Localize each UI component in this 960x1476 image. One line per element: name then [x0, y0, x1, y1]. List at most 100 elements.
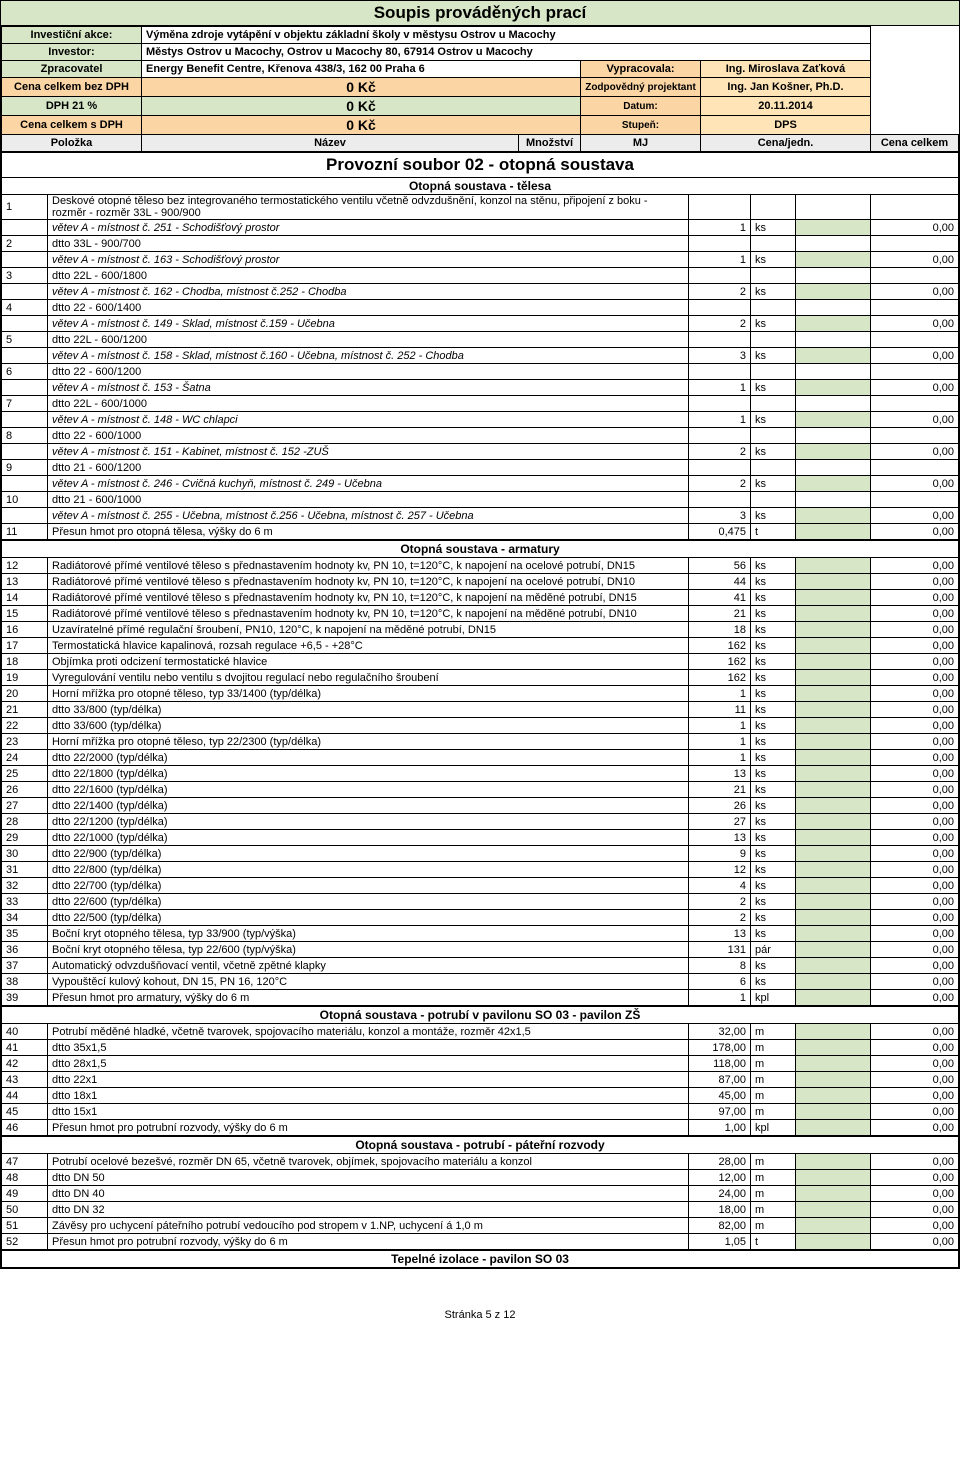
- cell-unit: pár: [751, 942, 796, 958]
- item-desc: Horní mřížka pro otopné těleso, typ 33/1…: [48, 686, 689, 702]
- cell-qty: 13: [689, 766, 751, 782]
- item-desc: dtto 22L - 600/1000: [48, 396, 689, 412]
- item-location: větev A - místnost č. 162 - Chodba, míst…: [48, 284, 689, 300]
- cell-total: 0,00: [871, 380, 959, 396]
- item-row: 35Boční kryt otopného tělesa, typ 33/900…: [2, 926, 959, 942]
- item-row: 25dtto 22/1800 (typ/délka)13ks0,00: [2, 766, 959, 782]
- cell-qty: 1: [689, 380, 751, 396]
- col-c1: Položka: [2, 135, 142, 152]
- item-number: 9: [2, 460, 48, 476]
- cell-qty: [689, 300, 751, 316]
- cell-price: [796, 830, 871, 846]
- cell-unit: ks: [751, 766, 796, 782]
- cell-total: 0,00: [871, 894, 959, 910]
- item-row: 10dtto 21 - 600/1000: [2, 492, 959, 508]
- item-desc: dtto 21 - 600/1000: [48, 492, 689, 508]
- block-subtitle: Otopná soustava - potrubí - páteřní rozv…: [1, 1136, 959, 1153]
- cell-unit: [751, 492, 796, 508]
- item-number: 41: [2, 1040, 48, 1056]
- cell-total: 0,00: [871, 878, 959, 894]
- cell-total: 0,00: [871, 1154, 959, 1170]
- item-desc: dtto 22/1000 (typ/délka): [48, 830, 689, 846]
- cell-unit: ks: [751, 508, 796, 524]
- cell-unit: ks: [751, 814, 796, 830]
- item-location: větev A - místnost č. 251 - Schodišťový …: [48, 220, 689, 236]
- cell-price: [796, 1104, 871, 1120]
- item-row: 27dtto 22/1400 (typ/délka)26ks0,00: [2, 798, 959, 814]
- item-row: 52Přesun hmot pro potrubní rozvody, výšk…: [2, 1234, 959, 1250]
- cell-price: [796, 798, 871, 814]
- cell-qty: 24,00: [689, 1186, 751, 1202]
- hdr-label: DPH 21 %: [2, 97, 142, 116]
- item-number: 38: [2, 974, 48, 990]
- item-desc: dtto 22 - 600/1000: [48, 428, 689, 444]
- cell-unit: ks: [751, 252, 796, 268]
- item-desc: Potrubí měděné hladké, včetně tvarovek, …: [48, 1024, 689, 1040]
- col-c5: Cena/jedn.: [701, 135, 871, 152]
- cell-unit: m: [751, 1186, 796, 1202]
- cell-unit: t: [751, 524, 796, 540]
- cell-qty: [689, 195, 751, 220]
- hdr-label-r: Datum:: [581, 97, 701, 116]
- item-row: 38Vypouštěcí kulový kohout, DN 15, PN 16…: [2, 974, 959, 990]
- cell-qty: 131: [689, 942, 751, 958]
- item-loc-row: větev A - místnost č. 158 - Sklad, místn…: [2, 348, 959, 364]
- cell-total: 0,00: [871, 1024, 959, 1040]
- cell-unit: ks: [751, 574, 796, 590]
- cell-qty: 162: [689, 670, 751, 686]
- cell-unit: ks: [751, 686, 796, 702]
- item-location: větev A - místnost č. 255 - Učebna, míst…: [48, 508, 689, 524]
- item-row: 41dtto 35x1,5178,00m0,00: [2, 1040, 959, 1056]
- col-c4: MJ: [581, 135, 701, 152]
- cell-unit: ks: [751, 622, 796, 638]
- cell-total: 0,00: [871, 814, 959, 830]
- cell-qty: 0,475: [689, 524, 751, 540]
- cell-total: 0,00: [871, 1234, 959, 1250]
- items-table: 47Potrubí ocelové bezešvé, rozměr DN 65,…: [1, 1153, 959, 1250]
- cell-price: [796, 428, 871, 444]
- block-subtitle: Otopná soustava - tělesa: [1, 177, 959, 194]
- cell-qty: [689, 332, 751, 348]
- item-row: 39Přesun hmot pro armatury, výšky do 6 m…: [2, 990, 959, 1006]
- item-desc: Radiátorové přímé ventilové těleso s pře…: [48, 606, 689, 622]
- cell-price: [796, 460, 871, 476]
- item-number: 49: [2, 1186, 48, 1202]
- item-desc: Objímka proti odcizení termostatické hla…: [48, 654, 689, 670]
- cell-unit: ks: [751, 798, 796, 814]
- item-desc: dtto DN 50: [48, 1170, 689, 1186]
- item-desc: dtto 22/600 (typ/délka): [48, 894, 689, 910]
- item-number: 42: [2, 1056, 48, 1072]
- cell-num: [2, 412, 48, 428]
- cell-price: [796, 380, 871, 396]
- item-desc: Potrubí ocelové bezešvé, rozměr DN 65, v…: [48, 1154, 689, 1170]
- item-row: 24dtto 22/2000 (typ/délka)1ks0,00: [2, 750, 959, 766]
- item-number: 51: [2, 1218, 48, 1234]
- cell-unit: ks: [751, 476, 796, 492]
- item-location: větev A - místnost č. 148 - WC chlapci: [48, 412, 689, 428]
- hdr-label-r: Vypracovala:: [581, 61, 701, 78]
- cell-qty: 8: [689, 958, 751, 974]
- item-desc: Vypouštěcí kulový kohout, DN 15, PN 16, …: [48, 974, 689, 990]
- item-desc: dtto 33/800 (typ/délka): [48, 702, 689, 718]
- item-row: 47Potrubí ocelové bezešvé, rozměr DN 65,…: [2, 1154, 959, 1170]
- cell-qty: 1: [689, 734, 751, 750]
- item-loc-row: větev A - místnost č. 151 - Kabinet, mís…: [2, 444, 959, 460]
- cell-qty: 18: [689, 622, 751, 638]
- hdr-big-value: 0 Kč: [142, 97, 581, 116]
- cell-price: [796, 702, 871, 718]
- cell-qty: 2: [689, 894, 751, 910]
- cell-unit: m: [751, 1088, 796, 1104]
- cell-price: [796, 476, 871, 492]
- item-row: 9dtto 21 - 600/1200: [2, 460, 959, 476]
- item-desc: dtto 22 - 600/1400: [48, 300, 689, 316]
- item-number: 44: [2, 1088, 48, 1104]
- items-table: 1 2 Radiátorové přímé ventilové těleso s p…: [1, 557, 959, 1006]
- item-desc: dtto 22x1: [48, 1072, 689, 1088]
- item-number: 10: [2, 492, 48, 508]
- cell-total: 0,00: [871, 766, 959, 782]
- cell-num: [2, 444, 48, 460]
- cell-qty: 13: [689, 830, 751, 846]
- cell-price: [796, 878, 871, 894]
- cell-total: 0,00: [871, 220, 959, 236]
- cell-price: [796, 444, 871, 460]
